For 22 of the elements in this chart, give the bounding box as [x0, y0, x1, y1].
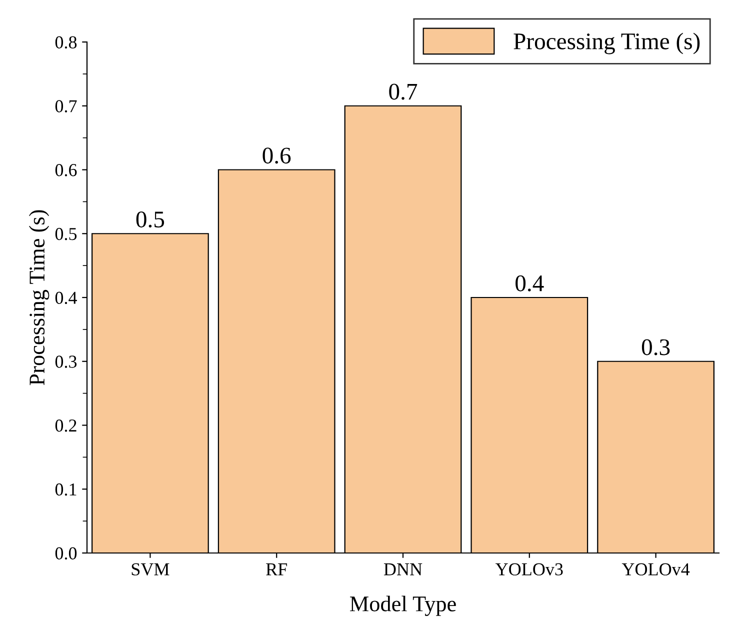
- x-axis-title: Model Type: [350, 596, 456, 616]
- y-tick-label: 0.5: [55, 228, 77, 240]
- data-label: 0.3: [642, 339, 670, 356]
- y-axis-title: Processing Time (s): [28, 210, 50, 386]
- data-label: 0.5: [136, 212, 164, 228]
- legend-label: Processing Time (s): [514, 32, 700, 54]
- data-label: 0.4: [516, 275, 544, 292]
- data-label: 0.7: [389, 84, 418, 100]
- y-tick-label: 0.6: [55, 164, 77, 176]
- x-tick-label: SVM: [132, 563, 170, 576]
- y-tick-label: 0.4: [55, 292, 77, 304]
- x-tick-label: RF: [266, 563, 287, 576]
- x-tick-label: YOLOv4: [622, 563, 690, 576]
- y-tick-label: 0.1: [55, 483, 76, 496]
- y-tick-label: 0.7: [55, 100, 77, 112]
- data-label: 0.6: [262, 148, 291, 164]
- x-tick-label: DNN: [384, 563, 422, 576]
- y-tick-label: 0.3: [55, 356, 77, 368]
- y-tick-label: 0.2: [55, 420, 76, 432]
- x-tick-label: YOLOv3: [496, 563, 563, 576]
- y-tick-label: 0.0: [55, 547, 77, 560]
- y-tick-label: 0.8: [55, 36, 77, 49]
